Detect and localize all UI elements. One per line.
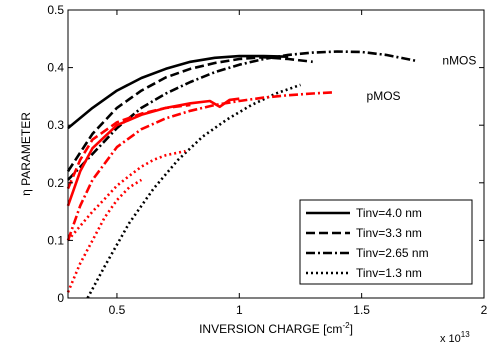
plot-frame bbox=[67, 9, 485, 299]
x-multiplier-exp: 13 bbox=[461, 330, 470, 339]
series-nmos-1 bbox=[66, 55, 313, 173]
y-axis-label: η PARAMETER bbox=[19, 112, 33, 196]
x-multiplier-base: x 10 bbox=[440, 333, 461, 345]
legend-label: Tinv=1.3 nm bbox=[356, 266, 422, 280]
legend-label: Tinv=3.3 nm bbox=[356, 226, 422, 240]
x-multiplier: x 1013 bbox=[440, 330, 470, 345]
annotation-nmos: nMOS bbox=[442, 54, 476, 68]
y-tick-label: 0.3 bbox=[47, 118, 64, 132]
x-axis-label: INVERSION CHARGE [cm-2] bbox=[199, 321, 353, 336]
annotation-pmos: pMOS bbox=[367, 89, 401, 103]
x-tick-label: 1 bbox=[236, 303, 243, 317]
ticks-layer: 0 0.1 0.2 0.3 0.4 0.5 0.5 1 1.5 2 bbox=[47, 3, 487, 317]
legend-label: Tinv=4.0 nm bbox=[356, 206, 422, 220]
series-pmos-8 bbox=[66, 178, 143, 293]
x-axis-label-close: ] bbox=[350, 322, 353, 336]
series-pmos-6 bbox=[66, 91, 333, 241]
series-pmos-5 bbox=[66, 103, 191, 190]
x-axis-label-sup: -2 bbox=[342, 321, 350, 330]
y-tick-label: 0.4 bbox=[47, 61, 64, 75]
x-tick-label: 2 bbox=[481, 303, 488, 317]
x-axis-label-main: INVERSION CHARGE [cm bbox=[199, 322, 342, 336]
x-tick-label: 0.5 bbox=[109, 303, 126, 317]
y-tick-label: 0 bbox=[57, 291, 64, 305]
series-nmos-0 bbox=[67, 54, 289, 130]
y-tick-label: 0.2 bbox=[47, 176, 64, 190]
y-tick-label: 0.5 bbox=[47, 3, 64, 17]
annotation-layer: nMOS pMOS bbox=[367, 54, 477, 103]
y-tick-label: 0.1 bbox=[47, 233, 64, 247]
legend: Tinv=4.0 nm Tinv=3.3 nm Tinv=2.65 nm Tinv=1… bbox=[299, 199, 473, 285]
series-pmos-7 bbox=[67, 149, 186, 242]
legend-entries: Tinv=4.0 nm Tinv=3.3 nm Tinv=2.65 nm Tinv=1… bbox=[306, 206, 429, 280]
series-layer bbox=[66, 50, 416, 299]
x-tick-label: 1.5 bbox=[353, 303, 370, 317]
series-nmos-3 bbox=[86, 83, 301, 299]
legend-label: Tinv=2.65 nm bbox=[356, 246, 429, 260]
